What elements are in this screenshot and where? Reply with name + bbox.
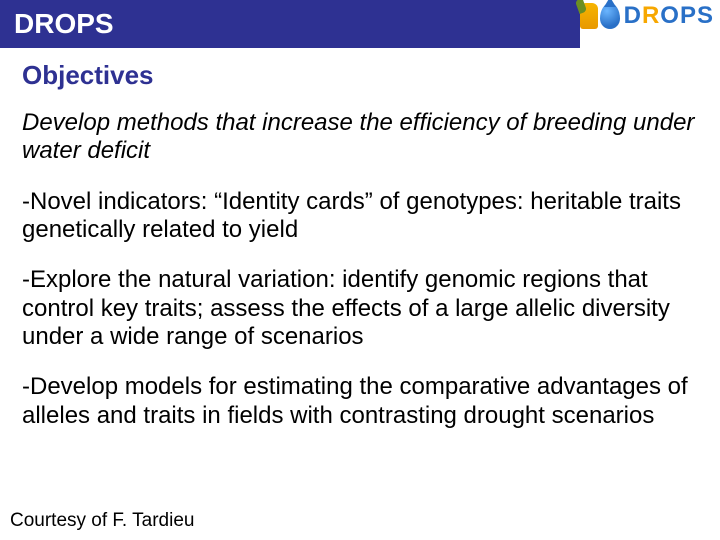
logo: DROPS xyxy=(580,2,714,30)
bullet-item: -Novel indicators: “Identity cards” of g… xyxy=(22,188,698,245)
section-heading: Objectives xyxy=(22,60,698,91)
logo-text: DROPS xyxy=(624,2,714,30)
header-title: DROPS xyxy=(14,8,114,40)
bullet-item: -Explore the natural variation: identify… xyxy=(22,266,698,351)
content-area: Objectives Develop methods that increase… xyxy=(0,48,720,430)
corn-icon xyxy=(580,3,598,29)
logo-icons xyxy=(580,3,620,29)
header-bar: DROPS xyxy=(0,0,580,48)
subtitle-text: Develop methods that increase the effici… xyxy=(22,109,698,166)
footer-credit: Courtesy of F. Tardieu xyxy=(10,510,194,532)
bullet-item: -Develop models for estimating the compa… xyxy=(22,373,698,430)
drop-icon xyxy=(600,3,620,29)
